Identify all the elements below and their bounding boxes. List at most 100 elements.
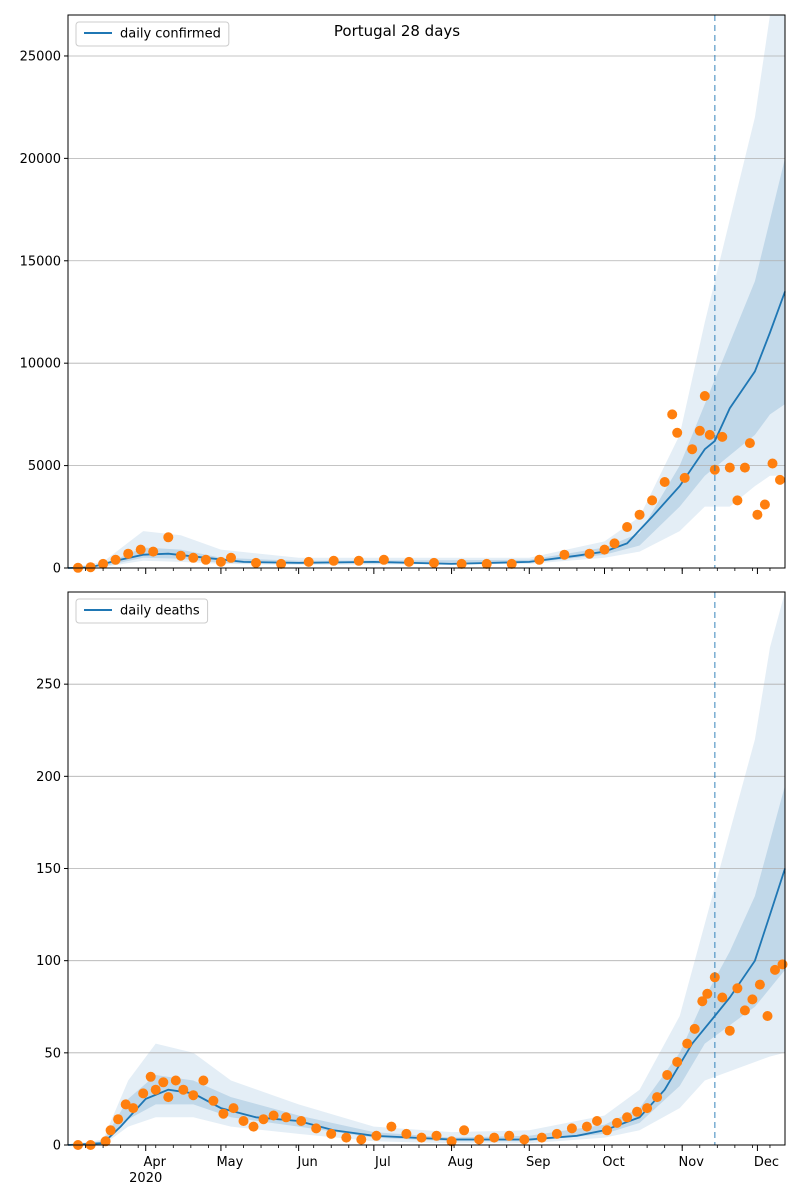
observed-point (672, 1057, 683, 1067)
observed-point (200, 554, 211, 565)
observed-point (770, 964, 780, 975)
observed-point (138, 1088, 149, 1099)
observed-point (566, 1123, 577, 1134)
y-tick-label: 15000 (20, 254, 61, 269)
observed-point (694, 425, 705, 436)
observed-point (762, 1011, 773, 1021)
observed-point (148, 546, 159, 557)
x-tick-label: Dec (754, 1155, 779, 1170)
y-tick-label: 0 (53, 1139, 61, 1154)
observed-point (150, 1084, 161, 1095)
observed-point (679, 472, 690, 483)
observed-point (170, 1075, 181, 1086)
observed-point (238, 1116, 249, 1126)
observed-point (724, 462, 735, 473)
observed-point (105, 1125, 116, 1136)
observed-point (113, 1114, 124, 1125)
observed-point (642, 1103, 653, 1114)
legend-box (75, 598, 209, 624)
y-tick-label: 50 (44, 1046, 61, 1061)
observed-point (228, 1103, 239, 1114)
observed-point (198, 1075, 209, 1086)
x-tick-label: Oct (602, 1155, 624, 1170)
observed-point (702, 988, 713, 999)
observed-point (504, 1130, 515, 1141)
observed-point (178, 1084, 189, 1095)
observed-point (158, 1077, 169, 1088)
confirmed-observed-points (73, 391, 785, 573)
observed-point (739, 1005, 750, 1016)
x-tick-label: Apr (143, 1155, 166, 1170)
observed-point (226, 552, 236, 563)
x-tick-label: Nov (679, 1155, 705, 1170)
observed-point (717, 992, 728, 1003)
deaths-legend: daily deaths (75, 598, 209, 624)
observed-point (258, 1114, 269, 1125)
observed-point (386, 1121, 397, 1132)
observed-point (481, 558, 492, 569)
observed-point (581, 1121, 592, 1132)
observed-point (175, 550, 186, 561)
observed-point (759, 499, 770, 510)
observed-point (682, 1038, 693, 1049)
observed-point (592, 1116, 602, 1126)
y-tick-label: 0 (53, 562, 61, 577)
observed-point (215, 556, 226, 567)
inner-band (68, 785, 785, 1145)
x-tick-label: Jun (296, 1155, 317, 1170)
observed-point (456, 558, 467, 569)
observed-point (602, 1125, 612, 1136)
observed-point (98, 558, 109, 569)
confirmed-gridlines (68, 55, 785, 466)
observed-point (218, 1108, 229, 1119)
deaths-panel: 0 50 100 150 200 250 Apr May Jun Jul Aug Sep Oct Nov… (36, 591, 788, 1186)
x-year-label: 2020 (129, 1171, 162, 1186)
observed-point (145, 1071, 156, 1082)
deaths-uncertainty-bands (68, 592, 785, 1145)
observed-point (506, 558, 517, 569)
observed-point (724, 1025, 735, 1036)
legend-label-deaths: daily deaths (120, 604, 200, 619)
observed-point (652, 1092, 663, 1103)
x-tick-label: Jul (374, 1155, 391, 1170)
observed-point (754, 979, 765, 990)
observed-point (474, 1134, 485, 1145)
observed-point (599, 544, 610, 555)
observed-point (123, 548, 134, 559)
observed-point (622, 1112, 633, 1123)
observed-point (687, 444, 698, 455)
observed-point (519, 1134, 530, 1145)
legend-label-confirmed: daily confirmed (120, 27, 221, 42)
observed-point (662, 1070, 673, 1080)
observed-point (704, 429, 715, 440)
x-tick-label: Sep (526, 1155, 551, 1170)
observed-point (188, 552, 199, 563)
observed-point (659, 477, 670, 487)
y-tick-label: 150 (36, 862, 61, 877)
deaths-y-axis: 0 50 100 150 200 250 (36, 678, 68, 1154)
observed-point (697, 996, 708, 1007)
observed-point (303, 556, 314, 567)
observed-point (135, 544, 146, 555)
observed-point (341, 1132, 352, 1143)
x-tick-label: Aug (448, 1155, 473, 1170)
observed-point (459, 1125, 470, 1136)
observed-point (777, 959, 788, 970)
observed-point (622, 522, 633, 532)
observed-point (208, 1095, 219, 1106)
observed-point (612, 1117, 622, 1128)
observed-point (632, 1106, 643, 1117)
observed-point (416, 1132, 427, 1143)
observed-point (717, 431, 728, 442)
observed-point (609, 538, 620, 549)
observed-point (747, 994, 758, 1005)
y-tick-label: 100 (36, 954, 61, 969)
confirmed-y-axis: 0 5000 10000 15000 20000 25000 (20, 49, 68, 577)
observed-point (326, 1128, 337, 1139)
observed-point (536, 1132, 547, 1143)
observed-point (404, 556, 414, 567)
observed-point (634, 509, 645, 520)
x-tick-label: May (216, 1155, 243, 1170)
observed-point (732, 495, 743, 506)
